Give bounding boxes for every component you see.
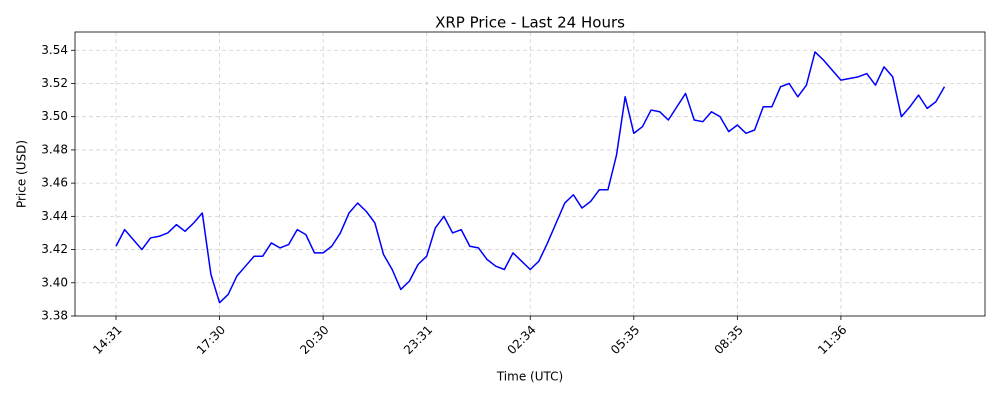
y-tick-label: 3.46 xyxy=(41,176,68,190)
y-tick-label: 3.50 xyxy=(41,109,68,123)
x-tick-label: 08:35 xyxy=(712,323,746,357)
x-tick-label: 23:31 xyxy=(401,323,435,357)
y-tick-label: 3.54 xyxy=(41,43,68,57)
y-axis-label: Price (USD) xyxy=(15,140,29,208)
x-tick-label: 14:31 xyxy=(90,323,124,357)
y-tick-label: 3.48 xyxy=(41,142,68,156)
x-tick-label: 11:36 xyxy=(815,323,849,357)
x-tick-label: 02:34 xyxy=(504,323,538,357)
price-line xyxy=(115,51,946,304)
chart-title: XRP Price - Last 24 Hours xyxy=(435,14,625,32)
y-tick-label: 3.44 xyxy=(41,209,68,223)
x-axis-label: Time (UTC) xyxy=(496,370,563,384)
y-tick-label: 3.52 xyxy=(41,76,68,90)
x-tick-label: 20:30 xyxy=(297,323,331,357)
y-tick-label: 3.38 xyxy=(41,309,68,323)
y-tick-label: 3.40 xyxy=(41,275,68,289)
x-tick-label: 05:35 xyxy=(608,323,642,357)
plot-frame xyxy=(74,31,986,317)
x-tick-label: 17:30 xyxy=(194,323,228,357)
y-tick-label: 3.42 xyxy=(41,242,68,256)
